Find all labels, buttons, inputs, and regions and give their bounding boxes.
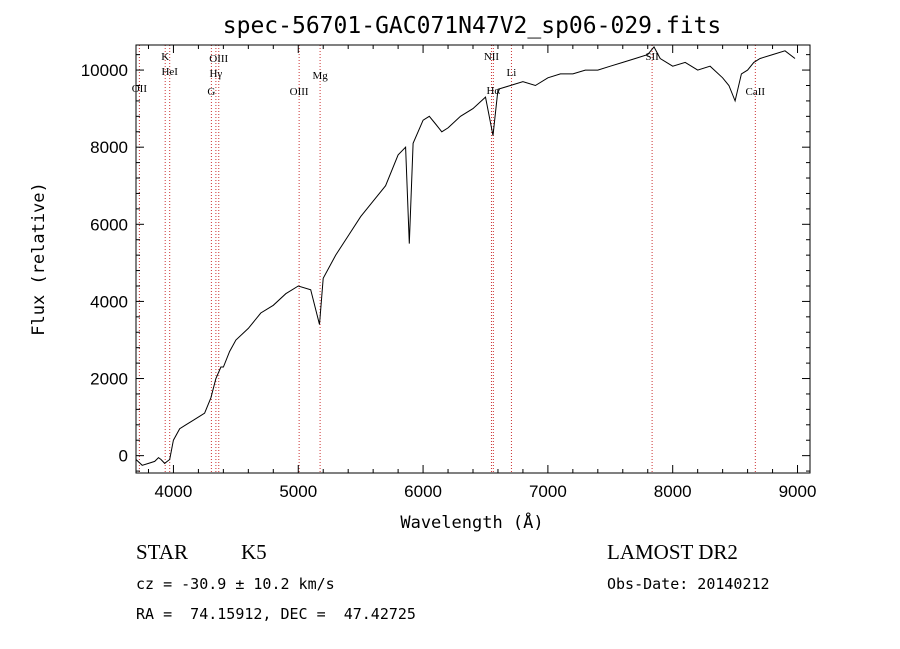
spectral-line-label: OIII xyxy=(290,86,309,98)
spectral-line-label: OII xyxy=(132,83,148,95)
spectral-line-label: Mg xyxy=(312,70,328,82)
y-tick-label: 10000 xyxy=(81,61,128,80)
y-axis: 0 2000 4000 6000 8000 10000 xyxy=(81,54,810,472)
x-axis-title: Wavelength (Å) xyxy=(400,511,543,533)
y-axis-title: Flux (relative) xyxy=(29,182,49,336)
y-tick-label: 0 xyxy=(119,447,128,466)
spectral-line-label: NII xyxy=(484,51,500,63)
y-tick-label: 8000 xyxy=(90,138,128,157)
object-subclass: K5 xyxy=(241,540,267,564)
spectral-line-label: Hγ xyxy=(209,68,222,80)
spectral-line-label: G xyxy=(207,86,215,98)
object-class: STAR xyxy=(136,540,188,564)
y-tick-label: 2000 xyxy=(90,370,128,389)
spectrum-line xyxy=(135,46,796,466)
y-tick-label: 4000 xyxy=(90,292,128,311)
y-tick-label: 6000 xyxy=(90,215,128,234)
spectral-line-label: OIII xyxy=(209,53,228,65)
plot-frame xyxy=(135,44,811,474)
spectral-line-label: HeI xyxy=(161,66,178,78)
spectral-line-markers xyxy=(138,45,756,473)
chart-title: spec-56701-GAC071N47V2_sp06-029.fits xyxy=(223,13,722,39)
spectral-line-label: Hα xyxy=(486,85,500,97)
x-tick-label: 8000 xyxy=(654,482,692,501)
coordinates-readout: RA = 74.15912, DEC = 47.42725 xyxy=(136,605,416,623)
observation-date: Obs-Date: 20140212 xyxy=(607,575,770,593)
x-axis: 4000 5000 6000 7000 8000 9000 xyxy=(147,45,817,501)
spectral-line-label: Li xyxy=(507,67,517,79)
x-tick-label: 9000 xyxy=(779,482,817,501)
x-tick-label: 6000 xyxy=(404,482,442,501)
survey-name: LAMOST DR2 xyxy=(607,540,738,564)
x-tick-label: 5000 xyxy=(279,482,317,501)
spectral-line-label: K xyxy=(161,51,169,63)
spectral-line-label: CaII xyxy=(746,86,766,98)
x-tick-label: 7000 xyxy=(529,482,567,501)
redshift-readout: cz = -30.9 ± 10.2 km/s xyxy=(136,575,335,593)
x-tick-label: 4000 xyxy=(155,482,193,501)
